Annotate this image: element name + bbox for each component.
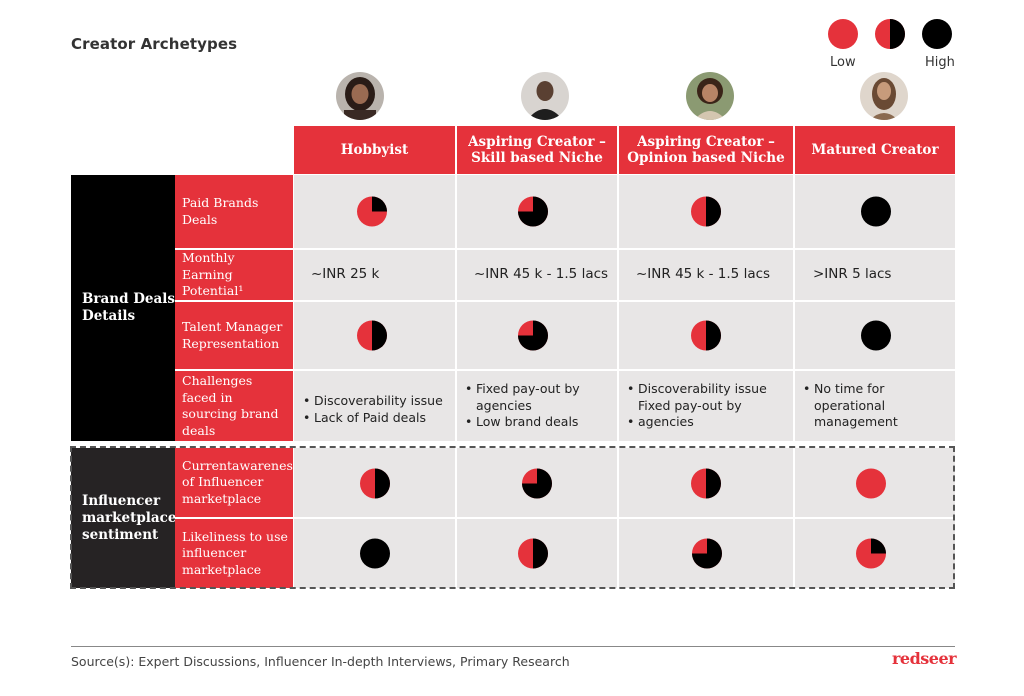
table-cell <box>795 371 955 441</box>
group-influencer-sentiment: Influencer marketplace sentiment <box>71 448 176 588</box>
column-header-matured: Matured Creator <box>795 126 955 174</box>
aspiring-skill-avatar <box>521 72 569 120</box>
row-label-challenges: Challenges faced in sourcing brand deals <box>175 371 293 441</box>
table-cell <box>795 519 955 588</box>
harvey-ball-low-icon <box>828 19 858 49</box>
list-item: • Lack of Paid deals <box>303 409 427 425</box>
column-header-aspiring-skill: Aspiring Creator – Skill based Niche <box>457 126 617 174</box>
table-cell <box>457 448 617 517</box>
table-cell <box>294 519 455 588</box>
row-label-paid-brands: Paid Brands Deals <box>175 175 293 248</box>
list-item: • Fixed pay-out by agencies <box>465 381 580 413</box>
legend: Low High <box>826 17 956 73</box>
legend-high-label: High <box>925 55 955 70</box>
footer-divider <box>71 646 955 647</box>
challenges-list-hobbyist: • Discoverability issue • Lack of Paid dea… <box>303 393 453 426</box>
legend-low-label: Low <box>830 55 856 70</box>
table-cell <box>795 250 955 300</box>
table-cell <box>795 175 955 248</box>
challenges-list-aspiring-opinion: • Discoverability issue Fixed pay-out by … <box>627 381 787 431</box>
page-title: Creator Archetypes <box>71 35 238 53</box>
earning-value: ~INR 45 k - 1.5 lacs <box>636 266 771 282</box>
row-label-likeliness: Likeliness to use influencer marketplace <box>175 519 293 588</box>
row-label-talent-manager: Talent Manager Representation <box>175 302 293 369</box>
list-item: • Discoverability issue <box>627 381 767 396</box>
source-note: Source(s): Expert Discussions, Influence… <box>71 654 570 669</box>
table-cell <box>294 175 455 248</box>
table-cell <box>457 371 617 441</box>
matured-avatar <box>860 72 908 120</box>
list-item: • No time for operational management <box>803 381 898 429</box>
earning-value: ~INR 25 k <box>311 266 380 282</box>
table-cell <box>619 448 793 517</box>
harvey-ball-half-icon <box>875 19 905 49</box>
list-item: • Low brand deals <box>465 414 579 429</box>
list-item: • agencies <box>627 414 694 429</box>
table-cell <box>619 371 793 441</box>
challenges-list-matured: • No time for operational management <box>803 381 943 431</box>
group-brand-deals: Brand Deals Details <box>71 175 175 441</box>
table-cell <box>294 448 455 517</box>
challenges-list-aspiring-skill: • Fixed pay-out by agencies • Low brand de… <box>465 381 615 431</box>
row-label-awareness: Currentawareness of Influencer marketpla… <box>175 448 299 517</box>
list-item: • Discoverability issue <box>303 393 443 408</box>
table-cell <box>795 448 955 517</box>
row-label-monthly-earning: Monthly Earning Potential¹ <box>175 250 293 300</box>
harvey-ball-high-icon <box>922 19 952 49</box>
table-cell <box>619 250 793 300</box>
table-cell <box>795 302 955 369</box>
table-cell <box>619 175 793 248</box>
table-cell <box>294 371 455 441</box>
earning-value: ~INR 45 k - 1.5 lacs <box>474 266 609 282</box>
hobbyist-avatar <box>336 72 384 120</box>
table-cell <box>294 250 455 300</box>
table-cell <box>457 519 617 588</box>
column-header-hobbyist: Hobbyist <box>294 126 455 174</box>
list-item: Fixed pay-out by <box>638 397 742 413</box>
table-cell <box>294 302 455 369</box>
table-cell <box>457 175 617 248</box>
table-cell <box>457 302 617 369</box>
table-cell <box>619 302 793 369</box>
column-header-aspiring-opinion: Aspiring Creator – Opinion based Niche <box>619 126 793 174</box>
table-cell <box>619 519 793 588</box>
aspiring-opinion-avatar <box>686 72 734 120</box>
table-cell <box>457 250 617 300</box>
redseer-logo: redseer <box>892 649 957 668</box>
earning-value: >INR 5 lacs <box>813 266 892 282</box>
